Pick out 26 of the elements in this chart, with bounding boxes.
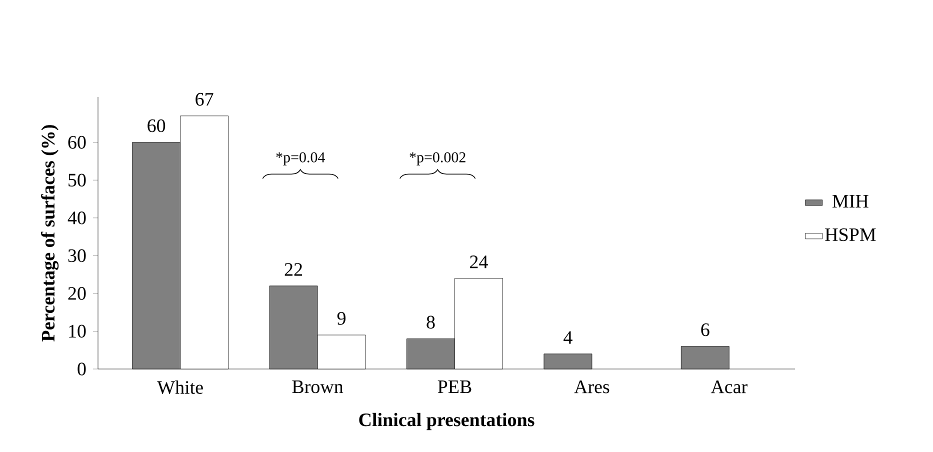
data-label: 6 [701, 323, 710, 336]
annotation: *p=0.04 [276, 152, 325, 166]
data-label: 9 [337, 312, 346, 325]
y-axis-title: Percentage of surfaces (%) [41, 125, 59, 342]
data-label: 4 [564, 331, 572, 344]
y-tick-label: 10 [69, 324, 86, 338]
data-label: 67 [196, 92, 214, 106]
y-tick-label: 40 [68, 211, 86, 224]
x-tick-label: PEB [438, 380, 472, 394]
data-label: 24 [470, 256, 488, 268]
x-axis-title: Clinical presentations [359, 412, 534, 430]
data-label: 22 [284, 263, 302, 276]
x-tick-label: Acar [710, 380, 748, 394]
data-label: 60 [148, 119, 166, 132]
annotation: *p=0.002 [410, 152, 466, 166]
x-tick-label: Ares [574, 380, 610, 394]
x-tick-label: White [157, 380, 203, 394]
y-tick-label: 20 [68, 287, 86, 300]
legend-label: HSPM [825, 228, 876, 242]
legend-label: MIH [832, 195, 868, 208]
x-tick-label: Brown [292, 380, 344, 394]
data-label: 8 [426, 316, 435, 329]
y-tick-label: 50 [68, 174, 86, 187]
y-tick-label: 30 [68, 249, 86, 262]
y-tick-label: 60 [68, 136, 86, 149]
y-tick-label: 0 [78, 362, 86, 376]
